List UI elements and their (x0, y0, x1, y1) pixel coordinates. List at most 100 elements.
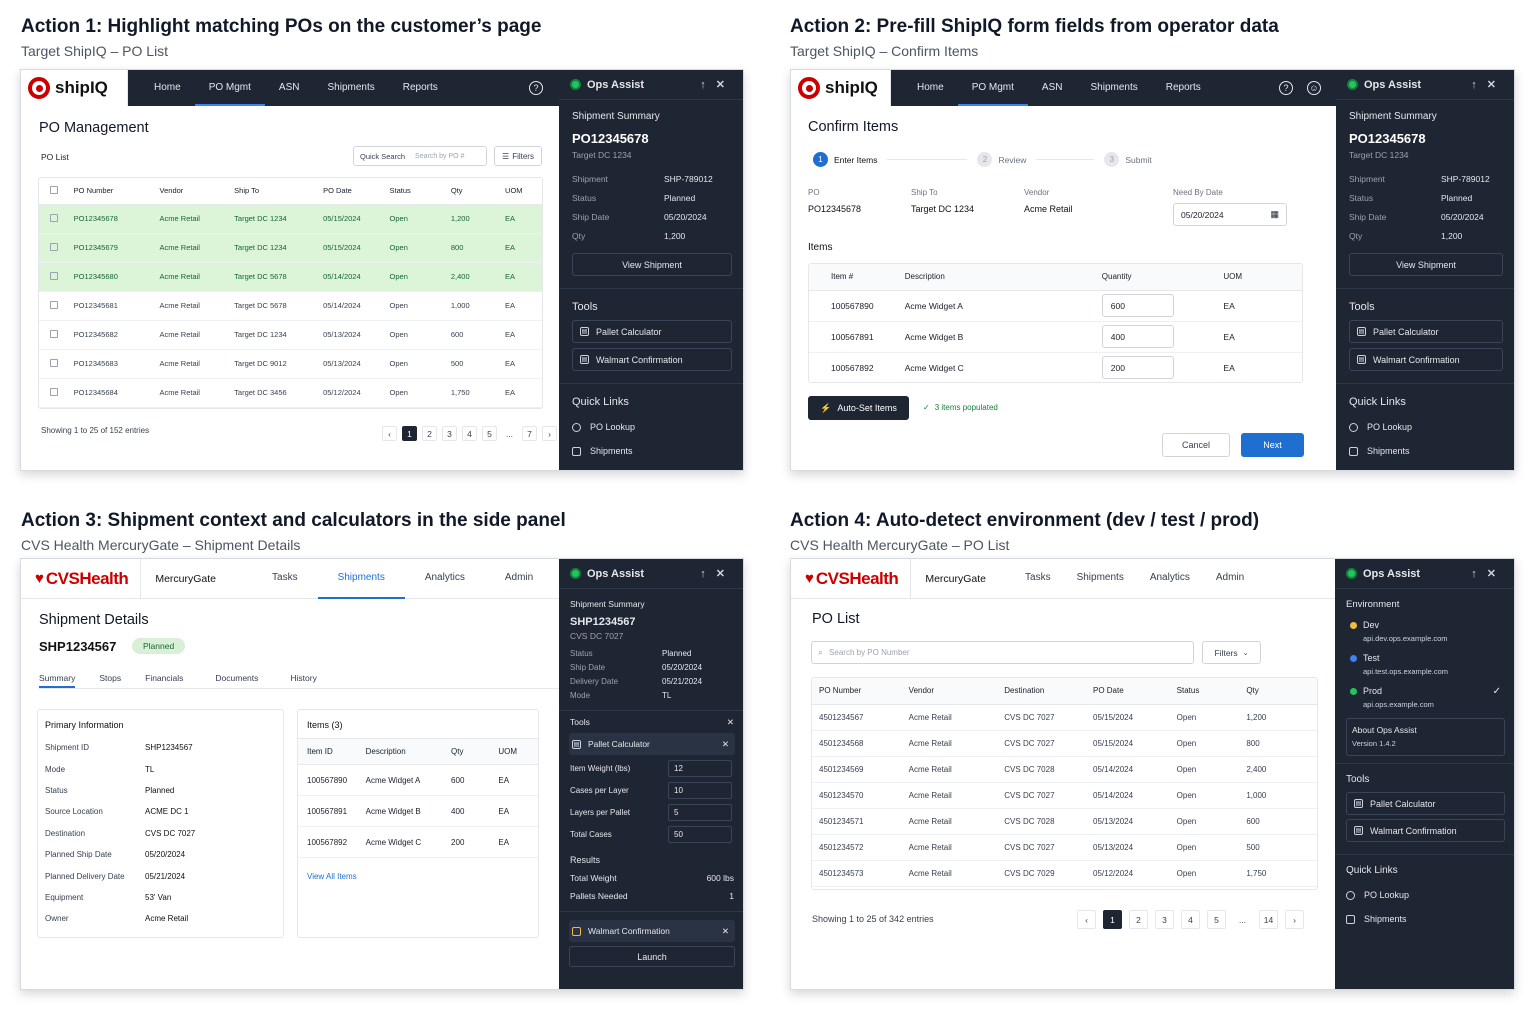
page-4[interactable]: 4 (1181, 910, 1200, 929)
table-row[interactable]: PO12345678 Acme Retail Target DC 1234 05/15… (39, 204, 542, 233)
quantity-input[interactable]: 600 (1101, 294, 1174, 317)
calendar-icon[interactable]: ▦ (1270, 209, 1279, 219)
page-1[interactable]: 1 (1103, 910, 1122, 929)
row-checkbox[interactable] (50, 300, 58, 309)
next-page-button[interactable]: › (542, 426, 557, 441)
cell-po-number[interactable]: 4501234569 (819, 764, 864, 774)
table-row[interactable]: PO12345681 Acme Retail Target DC 5678 05/14… (39, 291, 542, 320)
tool-pallet-calculator-button[interactable]: ▤ Pallet Calculator (1346, 792, 1505, 815)
row-checkbox[interactable] (50, 387, 58, 396)
env-test[interactable]: Test api.test.ops.example.com (1350, 653, 1505, 676)
cell-po-number[interactable]: 4501234570 (819, 790, 864, 800)
close-icon[interactable]: ✕ (715, 79, 735, 91)
cell-po-number[interactable]: PO12345684 (73, 388, 118, 397)
cell-po-number[interactable]: PO12345681 (73, 301, 118, 310)
cell-po-number[interactable]: PO12345678 (73, 214, 118, 223)
page-5[interactable]: 5 (482, 426, 497, 441)
walmart-confirmation-header[interactable]: Walmart Confirmation ✕ (569, 920, 735, 942)
page-3[interactable]: 3 (1155, 910, 1174, 929)
table-row[interactable]: 4501234569 Acme Retail CVS DC 7028 05/14/20… (812, 756, 1317, 782)
env-prod[interactable]: Prod api.ops.example.com ✓ (1350, 686, 1505, 709)
page-7[interactable]: 7 (522, 426, 537, 441)
quick-link-shipments[interactable]: Shipments (572, 446, 732, 456)
nav-reports[interactable]: Reports (402, 81, 438, 93)
nav-analytics[interactable]: Analytics (1149, 572, 1190, 583)
cell-quantity[interactable]: 200 (1101, 352, 1224, 382)
view-shipment-button[interactable]: View Shipment (1349, 253, 1503, 276)
col-qty[interactable]: Qty (450, 186, 463, 196)
quantity-input[interactable]: 200 (1101, 356, 1174, 379)
page-3[interactable]: 3 (442, 426, 457, 441)
close-icon[interactable]: ✕ (1486, 79, 1506, 91)
tool-pallet-calculator-button[interactable]: ▤ Pallet Calculator (1349, 320, 1503, 343)
nav-asn[interactable]: ASN (278, 81, 300, 93)
row-checkbox[interactable] (50, 242, 58, 251)
col-vendor[interactable]: Vendor (908, 686, 935, 696)
collapse-icon[interactable]: ↑ (1471, 79, 1487, 91)
prev-page-button[interactable]: ‹ (1077, 910, 1096, 929)
cell-po-number[interactable]: 4501234572 (819, 842, 864, 852)
page-5[interactable]: 5 (1207, 910, 1226, 929)
calc-input[interactable]: 12 (668, 760, 732, 777)
tool-pallet-calculator-button[interactable]: ▤ Pallet Calculator (572, 320, 732, 343)
cell-po-number[interactable]: 4501234567 (819, 712, 864, 722)
collapse-icon[interactable]: ↑ (700, 79, 716, 91)
calc-input[interactable]: 10 (668, 782, 732, 799)
cvs-logo[interactable]: ♥ CVSHealth (35, 559, 142, 599)
calc-input[interactable]: 50 (668, 826, 732, 843)
quick-link-po-lookup[interactable]: PO Lookup (572, 422, 732, 432)
nav-po-mgmt[interactable]: PO Mgmt (957, 70, 1028, 106)
tool-walmart-confirmation-button[interactable]: ▤ Walmart Confirmation (572, 348, 732, 371)
nav-home[interactable]: Home (917, 81, 944, 93)
page-1[interactable]: 1 (402, 426, 417, 441)
nav-tasks[interactable]: Tasks (272, 572, 298, 583)
row-checkbox-cell[interactable] (39, 204, 70, 233)
close-tools-icon[interactable]: ✕ (726, 717, 734, 727)
table-row[interactable]: PO12345679 Acme Retail Target DC 1234 05/15… (39, 233, 542, 262)
prev-page-button[interactable]: ‹ (382, 426, 397, 441)
col-po-number[interactable]: PO Number (73, 186, 114, 196)
cell-quantity[interactable]: 600 (1101, 290, 1224, 321)
quick-link-po-lookup[interactable]: PO Lookup (1349, 422, 1503, 432)
tab-financials[interactable]: Financials (145, 673, 184, 683)
col-status[interactable]: Status (389, 186, 411, 196)
nav-shipments[interactable]: Shipments (317, 559, 405, 599)
next-page-button[interactable]: › (1285, 910, 1304, 929)
env-dev[interactable]: Dev api.dev.ops.example.com (1350, 620, 1505, 643)
help-icon[interactable]: ? (529, 81, 543, 95)
col-po-number[interactable]: PO Number (819, 686, 862, 696)
nav-po-mgmt[interactable]: PO Mgmt (194, 70, 265, 106)
row-checkbox-cell[interactable] (39, 262, 70, 291)
next-button[interactable]: Next (1241, 433, 1304, 457)
shipiq-logo[interactable]: shipIQ (791, 70, 891, 106)
table-row[interactable]: 4501234572 Acme Retail CVS DC 7027 05/13/20… (812, 834, 1317, 860)
need-by-date-input[interactable]: 05/20/2024 ▦ (1173, 203, 1287, 226)
row-checkbox[interactable] (50, 358, 58, 367)
nav-shipments[interactable]: Shipments (1076, 572, 1124, 583)
nav-admin[interactable]: Admin (1215, 572, 1245, 583)
nav-home[interactable]: Home (154, 81, 181, 93)
nav-shipments[interactable]: Shipments (1090, 81, 1138, 93)
page-4[interactable]: 4 (462, 426, 477, 441)
shipiq-logo[interactable]: shipIQ (21, 70, 128, 106)
nav-asn[interactable]: ASN (1041, 81, 1063, 93)
table-row[interactable]: 4501234567 Acme Retail CVS DC 7027 05/15/20… (812, 704, 1317, 730)
nav-shipments[interactable]: Shipments (327, 81, 375, 93)
table-row[interactable]: 4501234571 Acme Retail CVS DC 7028 05/13/20… (812, 808, 1317, 834)
close-calculator-icon[interactable]: ✕ (721, 738, 729, 749)
col-status[interactable]: Status (1176, 686, 1200, 696)
auto-set-items-button[interactable]: ⚡ Auto-Set Items (808, 396, 909, 420)
calc-input[interactable]: 5 (668, 804, 732, 821)
cvs-logo[interactable]: ♥ CVSHealth (805, 559, 912, 599)
cell-po-number[interactable]: 4501234571 (819, 816, 864, 826)
col-po-date[interactable]: PO Date (323, 186, 352, 196)
close-walmart-icon[interactable]: ✕ (721, 925, 729, 936)
close-icon[interactable]: ✕ (715, 568, 735, 580)
view-all-items-link[interactable]: View All Items (307, 872, 357, 881)
quick-link-shipments[interactable]: Shipments (1346, 914, 1505, 924)
tab-summary[interactable]: Summary (39, 667, 76, 688)
page-2[interactable]: 2 (422, 426, 437, 441)
table-row[interactable]: PO12345680 Acme Retail Target DC 5678 05/14… (39, 262, 542, 291)
table-row[interactable]: 4501234568 Acme Retail CVS DC 7027 05/15/20… (812, 730, 1317, 756)
col-destination[interactable]: Destination (1004, 686, 1045, 696)
